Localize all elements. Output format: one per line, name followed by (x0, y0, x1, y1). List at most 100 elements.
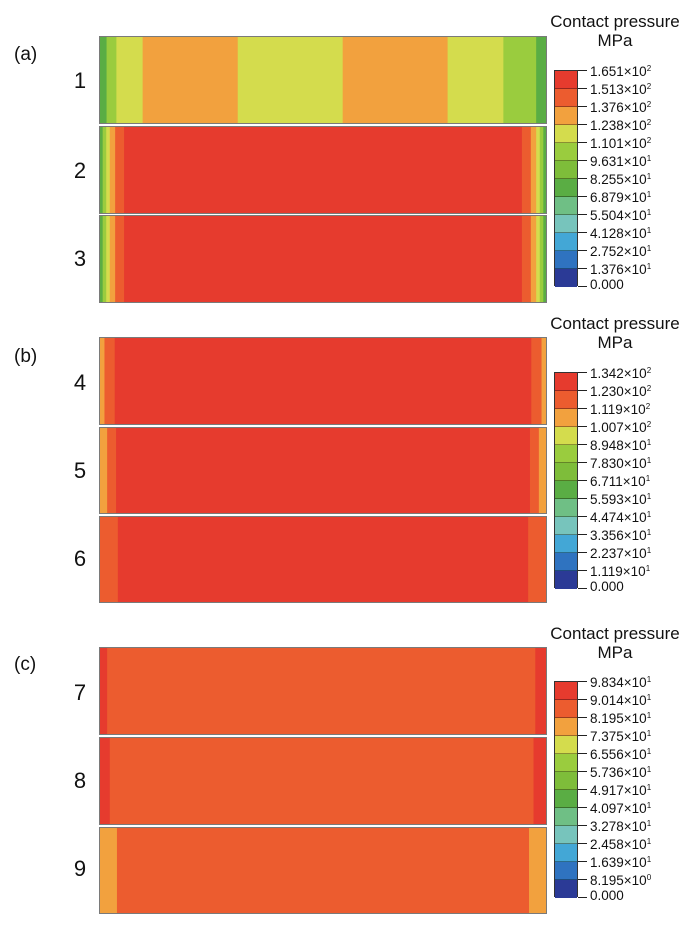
tick-exponent: 1 (646, 693, 652, 702)
tick-mantissa: 4.097×10 (590, 801, 647, 816)
strip-field (100, 127, 546, 213)
pressure-band (109, 216, 116, 302)
tick-exponent: 1 (646, 711, 652, 720)
tick-mantissa: 8.948×10 (590, 438, 647, 453)
tick-exponent: 1 (645, 564, 651, 573)
legend-tick (578, 88, 587, 89)
tick-mantissa: 6.711×10 (590, 474, 646, 489)
tick-exponent: 2 (646, 118, 652, 127)
legend-color-cell (555, 844, 577, 862)
tick-exponent: 1 (646, 837, 652, 846)
tick-exponent: 1 (646, 819, 652, 828)
strip-field (100, 216, 546, 302)
row-label-7: 7 (73, 680, 87, 705)
tick-exponent: 1 (646, 190, 652, 199)
pressure-band (536, 216, 541, 302)
legend-tick-label: 1.007×102 (590, 418, 651, 435)
legend-tick (578, 250, 587, 251)
legend-tick (578, 516, 587, 517)
legend-tick-label: 6.556×101 (590, 745, 651, 762)
tick-exponent: 2 (646, 366, 652, 375)
legend-tick (578, 462, 587, 463)
tick-mantissa: 3.356×10 (590, 528, 647, 543)
contact-strip-5 (99, 427, 547, 514)
tick-mantissa: 1.651×10 (590, 64, 647, 79)
legend-tick-label: 4.128×101 (590, 224, 651, 241)
pressure-band (543, 127, 546, 213)
legend-tick-label: 1.639×101 (590, 853, 651, 870)
legend-tick-label: 4.474×101 (590, 508, 651, 525)
legend-tick (578, 160, 587, 161)
tick-mantissa: 9.631×10 (590, 154, 647, 169)
contact-strip-7 (99, 647, 547, 735)
legend-tick-label: 4.917×101 (590, 781, 651, 798)
legend-title-text: Contact pressure (550, 12, 680, 31)
legend-color-cell (555, 826, 577, 844)
legend-tick-label: 5.736×101 (590, 763, 651, 780)
tick-mantissa: 8.255×10 (590, 172, 647, 187)
legend-tick-label: 9.834×101 (590, 673, 651, 690)
legend-tick-label: 0.000 (590, 889, 624, 903)
legend-color-cell (555, 373, 577, 391)
pressure-band (538, 428, 546, 513)
pressure-band (530, 127, 537, 213)
legend-tick-label: 2.237×101 (590, 544, 651, 561)
legend-tick (578, 807, 587, 808)
legend-color-cell (555, 463, 577, 481)
tick-mantissa: 1.119×10 (590, 402, 646, 417)
tick-exponent: 1 (646, 226, 652, 235)
legend-colorbar-b (554, 372, 578, 589)
pressure-band (100, 216, 104, 302)
tick-mantissa: 8.195×10 (590, 711, 647, 726)
tick-mantissa: 0.000 (590, 888, 624, 903)
pressure-band (100, 648, 108, 734)
legend-tick (578, 480, 587, 481)
legend-tick (578, 534, 587, 535)
pressure-band (530, 216, 537, 302)
pressure-band (106, 127, 111, 213)
legend-tick (578, 588, 587, 589)
legend-color-cell (555, 143, 577, 161)
legend-tick-label: 6.711×101 (590, 472, 650, 489)
legend-tick (578, 106, 587, 107)
pressure-band (116, 428, 531, 513)
row-label-6: 6 (73, 546, 87, 571)
legend-tick (578, 861, 587, 862)
tick-exponent: 1 (646, 438, 652, 447)
tick-exponent: 1 (646, 855, 652, 864)
pressure-band (100, 127, 104, 213)
pressure-band (529, 428, 540, 513)
legend-color-cell (555, 233, 577, 251)
row-label-5: 5 (73, 458, 87, 483)
legend-tick-label: 9.014×101 (590, 691, 651, 708)
tick-mantissa: 1.119×10 (590, 564, 646, 579)
pressure-band (102, 127, 107, 213)
tick-exponent: 2 (646, 64, 652, 73)
legend-tick-label: 3.356×101 (590, 526, 651, 543)
tick-mantissa: 2.237×10 (590, 546, 647, 561)
legend-tick-label: 7.375×101 (590, 727, 651, 744)
legend-color-cell (555, 89, 577, 107)
contact-strip-3 (99, 215, 547, 303)
pressure-band (521, 127, 532, 213)
pressure-band (124, 127, 523, 213)
legend-tick-label: 6.879×101 (590, 188, 651, 205)
legend-tick-label: 5.593×101 (590, 490, 651, 507)
strip-field (100, 738, 546, 824)
legend-color-cell (555, 862, 577, 880)
legend-color-cell (555, 772, 577, 790)
pressure-band (543, 216, 546, 302)
legend-color-cell (555, 682, 577, 700)
legend-tick (578, 286, 587, 287)
tick-mantissa: 5.736×10 (590, 765, 647, 780)
legend-tick-label: 7.830×101 (590, 454, 651, 471)
legend-color-cell (555, 553, 577, 571)
legend-tick (578, 771, 587, 772)
pressure-band (115, 216, 125, 302)
pressure-band (536, 37, 546, 123)
legend-color-cell (555, 161, 577, 179)
legend-color-cell (555, 700, 577, 718)
legend-tick-label: 8.255×101 (590, 170, 651, 187)
tick-mantissa: 1.101×10 (590, 136, 647, 151)
tick-mantissa: 4.917×10 (590, 783, 647, 798)
